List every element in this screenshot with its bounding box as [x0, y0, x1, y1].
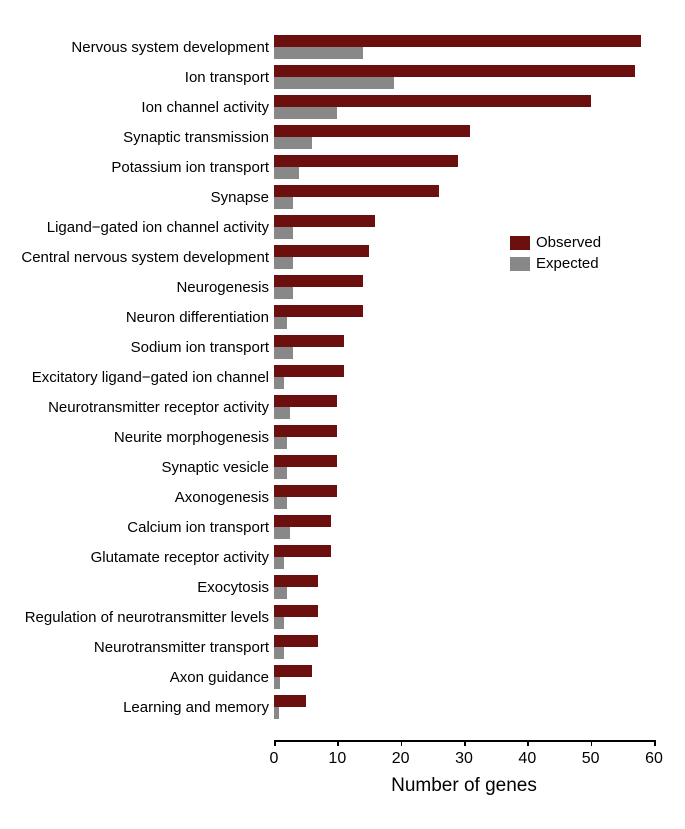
- category-label: Learning and memory: [123, 700, 269, 715]
- bar-expected: [274, 707, 279, 719]
- x-tick: [591, 740, 593, 746]
- x-tick-label: 20: [392, 750, 410, 768]
- category-label: Nervous system development: [71, 40, 269, 55]
- bar-observed: [274, 395, 337, 407]
- bar-expected: [274, 47, 363, 59]
- x-tick-label: 30: [455, 750, 473, 768]
- category-label: Sodium ion transport: [131, 340, 269, 355]
- bar-observed: [274, 635, 318, 647]
- category-label: Potassium ion transport: [111, 160, 269, 175]
- bar-expected: [274, 587, 287, 599]
- bar-expected: [274, 557, 284, 569]
- x-tick: [274, 740, 276, 746]
- bar-expected: [274, 317, 287, 329]
- category-label: Glutamate receptor activity: [91, 550, 269, 565]
- bar-observed: [274, 305, 363, 317]
- bar-observed: [274, 155, 458, 167]
- category-label: Central nervous system development: [21, 250, 269, 265]
- category-label: Ligand−gated ion channel activity: [47, 220, 269, 235]
- bar-expected: [274, 347, 293, 359]
- bar-observed: [274, 665, 312, 677]
- bar-observed: [274, 335, 344, 347]
- category-label: Neuron differentiation: [126, 310, 269, 325]
- legend-label-observed: Observed: [536, 234, 601, 251]
- category-label: Ion channel activity: [141, 100, 269, 115]
- bar-observed: [274, 125, 470, 137]
- category-label: Axonogenesis: [175, 490, 269, 505]
- bar-expected: [274, 437, 287, 449]
- bar-observed: [274, 245, 369, 257]
- bar-observed: [274, 485, 337, 497]
- category-label: Synaptic transmission: [123, 130, 269, 145]
- bar-expected: [274, 257, 293, 269]
- legend-item-observed: Observed: [510, 234, 601, 251]
- legend-label-expected: Expected: [536, 255, 599, 272]
- category-label: Synapse: [211, 190, 269, 205]
- bar-expected: [274, 497, 287, 509]
- bar-expected: [274, 167, 299, 179]
- bar-observed: [274, 515, 331, 527]
- bar-observed: [274, 425, 337, 437]
- chart-container: 0 10 20 30 40 50 60 Number of genes Observed E…: [0, 0, 685, 829]
- category-label: Ion transport: [185, 70, 269, 85]
- x-tick: [464, 740, 466, 746]
- bar-observed: [274, 95, 591, 107]
- bar-expected: [274, 407, 290, 419]
- category-label: Exocytosis: [197, 580, 269, 595]
- legend-swatch-expected: [510, 257, 530, 271]
- category-label: Calcium ion transport: [127, 520, 269, 535]
- bar-observed: [274, 695, 306, 707]
- legend-item-expected: Expected: [510, 255, 601, 272]
- bar-observed: [274, 575, 318, 587]
- bar-observed: [274, 605, 318, 617]
- x-tick: [337, 740, 339, 746]
- bar-expected: [274, 137, 312, 149]
- bar-observed: [274, 545, 331, 557]
- x-tick: [654, 740, 656, 746]
- x-axis-title: Number of genes: [274, 775, 654, 797]
- x-tick-label: 40: [518, 750, 536, 768]
- bar-expected: [274, 227, 293, 239]
- category-label: Neurogenesis: [176, 280, 269, 295]
- bar-expected: [274, 527, 290, 539]
- bar-expected: [274, 647, 284, 659]
- bar-expected: [274, 77, 394, 89]
- category-label: Synaptic vesicle: [161, 460, 269, 475]
- category-label: Neurotransmitter transport: [94, 640, 269, 655]
- bar-expected: [274, 197, 293, 209]
- x-tick-label: 0: [270, 750, 279, 768]
- x-tick: [527, 740, 529, 746]
- bar-expected: [274, 107, 337, 119]
- legend-swatch-observed: [510, 236, 530, 250]
- bar-observed: [274, 275, 363, 287]
- category-label: Regulation of neurotransmitter levels: [25, 610, 269, 625]
- x-tick-label: 50: [582, 750, 600, 768]
- bar-observed: [274, 65, 635, 77]
- bar-observed: [274, 365, 344, 377]
- category-label: Excitatory ligand−gated ion channel: [32, 370, 269, 385]
- bar-observed: [274, 35, 641, 47]
- x-tick: [401, 740, 403, 746]
- x-tick-label: 60: [645, 750, 663, 768]
- bar-expected: [274, 287, 293, 299]
- bar-observed: [274, 455, 337, 467]
- bar-observed: [274, 185, 439, 197]
- category-label: Neurite morphogenesis: [114, 430, 269, 445]
- category-label: Axon guidance: [170, 670, 269, 685]
- plot-area: [274, 20, 654, 740]
- bar-expected: [274, 467, 287, 479]
- bar-observed: [274, 215, 375, 227]
- bar-expected: [274, 617, 284, 629]
- x-tick-label: 10: [328, 750, 346, 768]
- legend: Observed Expected: [510, 234, 601, 276]
- bar-expected: [274, 377, 284, 389]
- bar-expected: [274, 677, 280, 689]
- category-label: Neurotransmitter receptor activity: [48, 400, 269, 415]
